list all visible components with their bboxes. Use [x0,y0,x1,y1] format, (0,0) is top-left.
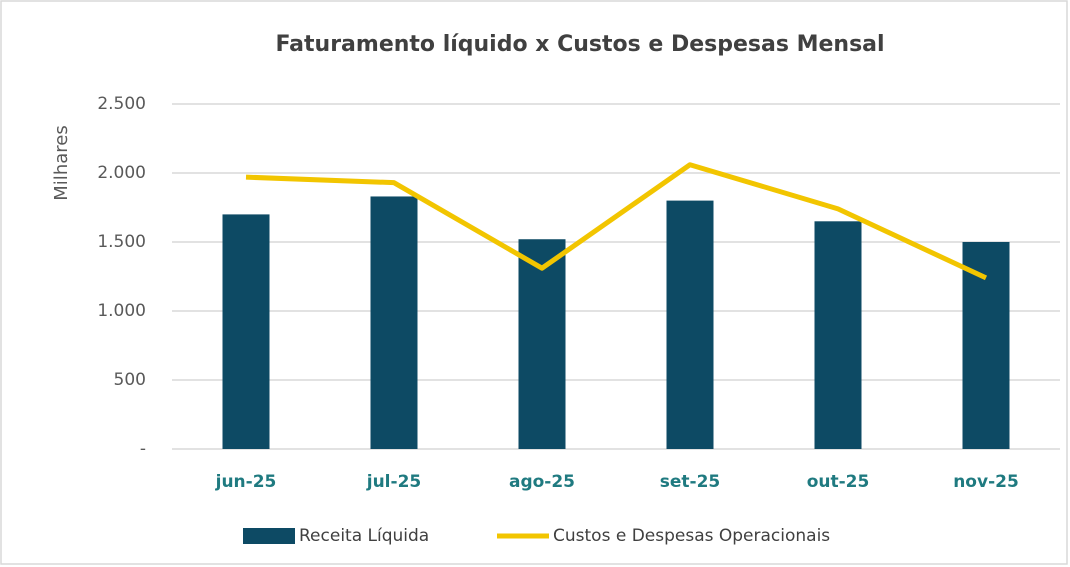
legend-label: Custos e Despesas Operacionais [553,526,830,546]
y-axis-label: Milhares [51,125,72,200]
y-tick-label: 500 [114,370,146,390]
bar [518,239,566,449]
bar [962,242,1010,449]
line [245,162,988,281]
y-tick-label: - [140,439,146,459]
bar [222,214,270,449]
chart-title: Faturamento líquido x Custos e Despesas … [275,32,884,57]
x-tick-label: jun-25 [215,472,277,492]
x-tick-label: jul-25 [366,472,421,492]
y-tick-label: 2.000 [97,163,146,183]
y-tick-label: 1.500 [97,232,146,252]
x-tick-label: ago-25 [509,472,575,492]
legend-swatch [243,528,295,544]
bar [814,221,862,449]
bar [666,200,714,449]
x-tick-label: set-25 [660,472,721,492]
x-tick-label: out-25 [807,472,870,492]
x-tick-label: nov-25 [953,472,1019,492]
y-tick-label: 2.500 [97,94,146,114]
bar [370,196,418,449]
y-tick-label: 1.000 [97,301,146,321]
legend-label: Receita Líquida [299,526,429,546]
